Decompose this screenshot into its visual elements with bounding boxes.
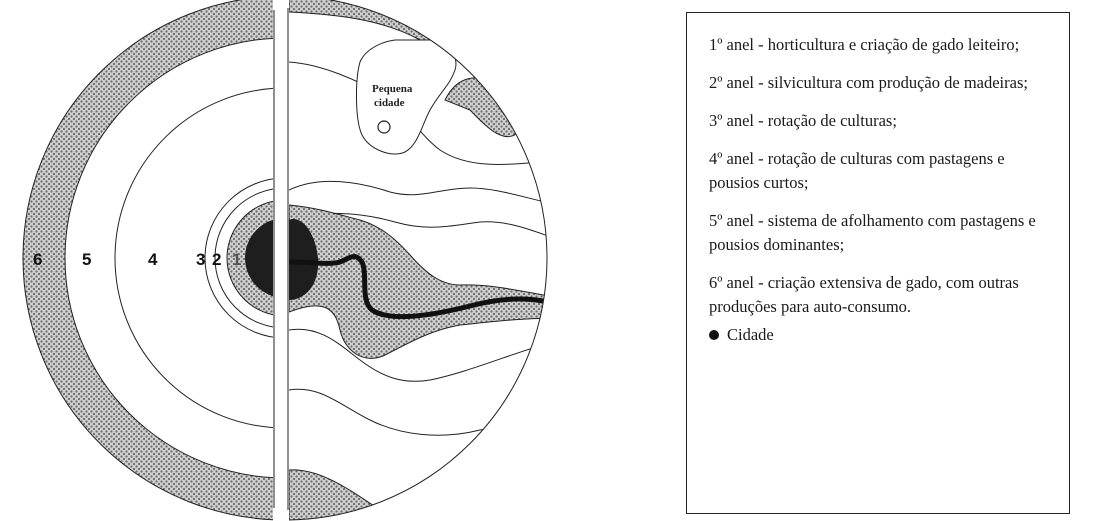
legend-box: 1º anel - horticultura e criação de gado… [686, 12, 1070, 514]
ring-number-1: 1 [232, 250, 241, 269]
legend-city-label: Cidade [727, 325, 774, 344]
von-thunen-diagram: 6 5 4 3 2 1 [22, 0, 548, 521]
outer-ring-bottom-right [469, 439, 547, 520]
ring-number-2: 2 [212, 250, 221, 269]
river [289, 254, 547, 320]
river-corridor [289, 204, 547, 359]
ring-number-3: 3 [196, 250, 205, 269]
ring-number-5: 5 [82, 250, 91, 269]
left-half-rings [22, 0, 273, 521]
legend-item-city: Cidade [709, 323, 1053, 347]
legend-item-ring-4: 4º anel - rotação de culturas com pastag… [709, 149, 1005, 192]
legend-item-ring-5: 5º anel - sistema de afolhamento com pas… [709, 211, 1036, 254]
ring-number-6: 6 [33, 250, 42, 269]
ring-1 [245, 219, 273, 297]
ring-number-4: 4 [148, 250, 158, 269]
contour-2 [289, 180, 547, 206]
legend-item-ring-2: 2º anel - silvicultura com produção de m… [709, 73, 1028, 92]
ring-2-boundary [214, 188, 273, 328]
legend-item-ring-6: 6º anel - criação extensiva de gado, com… [709, 273, 1019, 316]
ring-4-boundary [114, 87, 273, 429]
city-blob [289, 219, 319, 300]
legend-item-ring-1: 1º anel - horticultura e criação de gado… [709, 35, 1020, 54]
small-town-label-line2: cidade [374, 97, 405, 109]
small-town-label-line1: Pequena [372, 83, 413, 95]
legend-item-ring-3: 3º anel - rotação de culturas; [709, 111, 897, 130]
city-dot-icon [709, 330, 719, 340]
small-town-marker [377, 120, 391, 134]
contour-4 [289, 328, 547, 382]
ring-5 [64, 37, 273, 479]
